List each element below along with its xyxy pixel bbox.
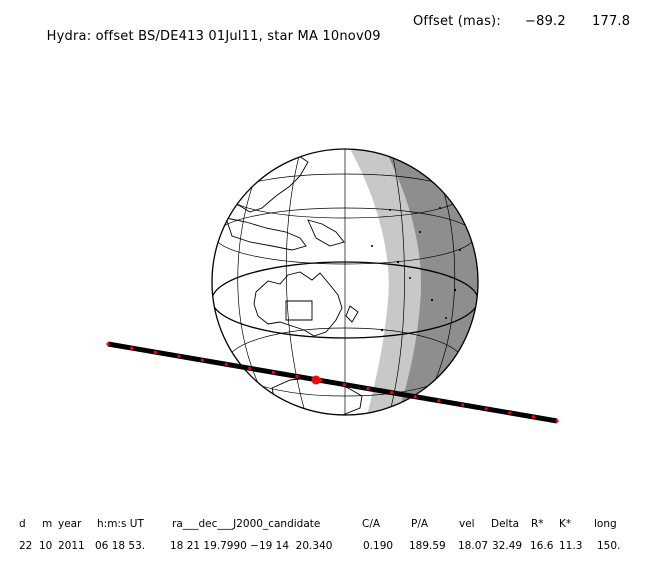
value-long: 150. (597, 540, 621, 552)
track-time-marker (484, 407, 488, 411)
track-time-marker (390, 391, 394, 395)
continents (221, 153, 363, 415)
header-ca: C/A (362, 518, 381, 530)
track-time-marker (106, 342, 110, 346)
australia-outline (253, 271, 343, 337)
offset-x-value: −89.2 (525, 14, 566, 29)
track-time-marker (555, 419, 559, 423)
value-kstar: 11.3 (559, 540, 583, 552)
occultation-globe-diagram (106, 148, 559, 424)
value-ca: 0.190 (363, 540, 394, 552)
islands (371, 207, 461, 332)
header-delta: Delta (491, 518, 520, 530)
shadow-regions (345, 149, 478, 415)
track-time-marker (295, 374, 299, 378)
track-time-marker (271, 370, 275, 374)
header-long: long (594, 518, 617, 530)
value-year: 2011 (58, 540, 85, 552)
track-time-marker (177, 354, 181, 358)
track-time-marker (224, 362, 228, 366)
value-radec: 18 21 19.7990 −19 14 20.340 (170, 540, 333, 552)
header-radec: ra___dec___J2000_candidate (172, 518, 321, 530)
occultation-path (106, 341, 559, 424)
offset-label: Offset (mas): (413, 14, 501, 29)
event-parameters-table: d m year h:m:s UT ra___dec___J2000_candi… (0, 516, 645, 568)
value-d: 22 (19, 540, 33, 552)
track-time-marker (248, 366, 252, 370)
track-time-marker (460, 403, 465, 407)
track-time-marker (437, 399, 441, 403)
closest-approach-marker (311, 375, 321, 385)
header-time: h:m:s UT (97, 518, 144, 530)
shadow-track-line (107, 341, 558, 424)
value-pa: 189.59 (409, 540, 446, 552)
track-time-marker (413, 395, 417, 399)
header-m: m (42, 518, 53, 530)
offset-y-value: 177.8 (592, 14, 631, 29)
header-pa: P/A (411, 518, 429, 530)
header-year: year (58, 518, 82, 530)
value-rstar: 16.6 (530, 540, 554, 552)
track-time-marker (153, 350, 157, 354)
track-time-marker (531, 415, 536, 419)
header-kstar: K* (559, 518, 572, 530)
header-d: d (19, 518, 26, 530)
track-time-marker (366, 387, 370, 391)
track-time-marker (508, 411, 512, 415)
value-vel: 18.07 (458, 540, 489, 552)
title-text: Hydra: offset BS/DE413 01Jul11, star MA … (46, 29, 381, 44)
value-time: 06 18 53. (95, 540, 146, 552)
track-time-marker (200, 358, 205, 362)
track-time-marker (130, 346, 134, 350)
value-delta: 32.49 (492, 540, 523, 552)
earth-limb (211, 148, 479, 416)
header-rstar: R* (531, 518, 544, 530)
track-time-marker (342, 382, 346, 387)
header-vel: vel (459, 518, 475, 530)
value-m: 10 (39, 540, 53, 552)
plot-title: Hydra: offset BS/DE413 01Jul11, star MA … (38, 14, 630, 89)
